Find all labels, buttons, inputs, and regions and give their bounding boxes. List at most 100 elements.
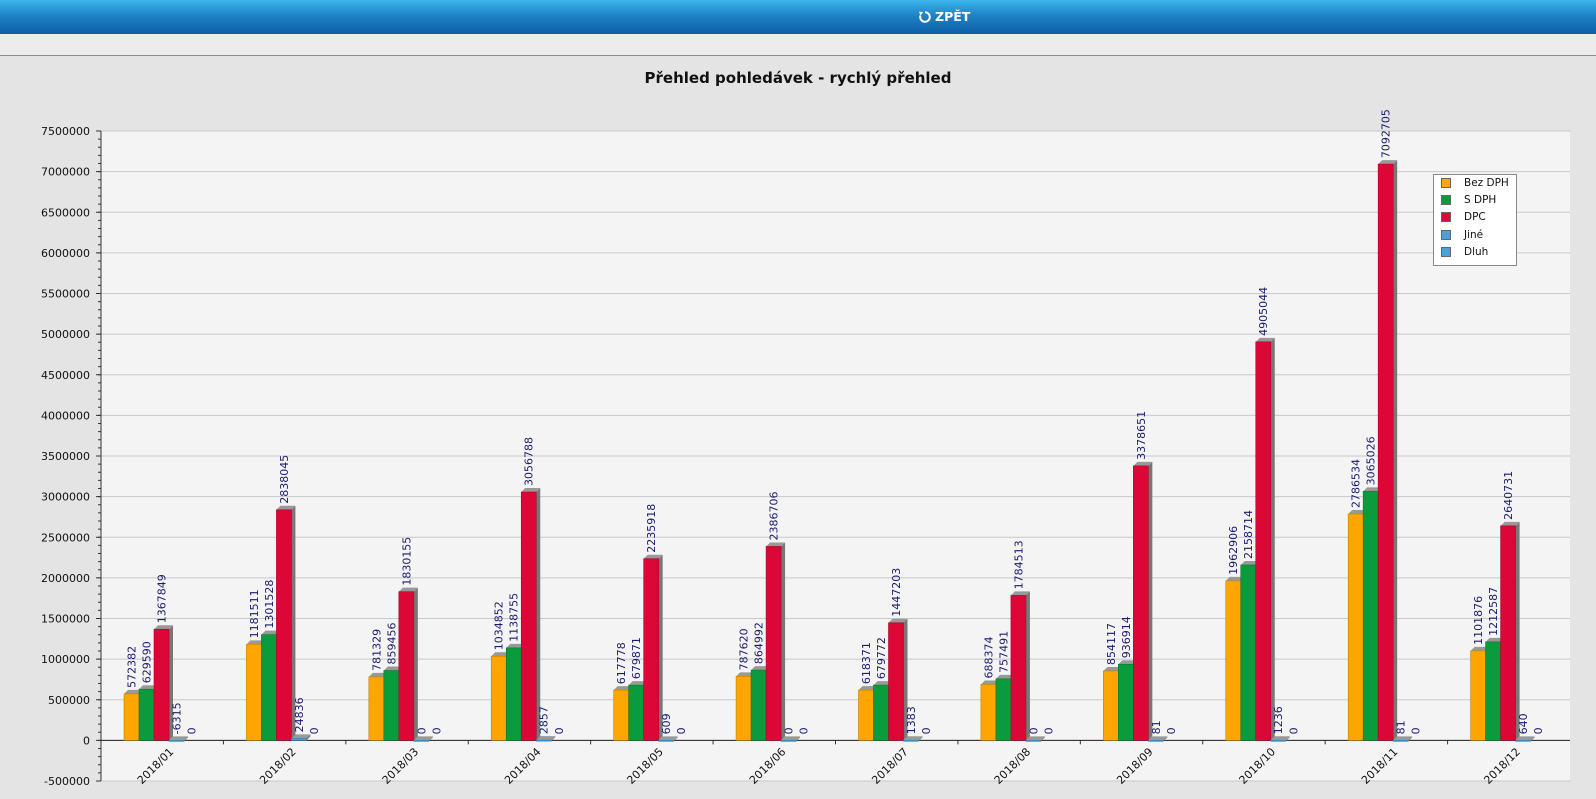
bar-top <box>1118 660 1138 665</box>
data-label: 640 <box>1517 713 1530 734</box>
data-label: 1034852 <box>493 601 506 650</box>
legend-label: Bez DPH <box>1464 177 1509 189</box>
toolbar-strip <box>0 34 1596 56</box>
data-label: 0 <box>783 727 796 734</box>
data-label: 1367849 <box>156 574 169 623</box>
bar-side <box>673 736 678 742</box>
bar <box>490 655 507 741</box>
data-label: 1301528 <box>263 580 276 629</box>
bar-top <box>536 736 556 741</box>
bar-top <box>383 666 403 671</box>
bar-top <box>1348 509 1368 514</box>
bar-side <box>536 488 541 741</box>
bar <box>1377 163 1394 741</box>
data-label: 629590 <box>141 641 154 683</box>
bar-top <box>903 736 923 741</box>
legend-swatch-dluh <box>1441 247 1451 257</box>
bar-top <box>1103 666 1123 671</box>
data-label: 4905044 <box>1257 287 1270 336</box>
data-label: 679772 <box>875 637 888 679</box>
y-tick-label: 3500000 <box>41 450 90 463</box>
bar-side <box>796 736 801 742</box>
data-label: 1236 <box>1272 706 1285 734</box>
y-tick-label: 7000000 <box>41 166 90 179</box>
bar <box>1133 465 1149 741</box>
legend-item-bez-dph: Bez DPH <box>1441 177 1509 189</box>
bar-top <box>1133 461 1153 466</box>
data-label: 1383 <box>905 706 918 734</box>
bar-side <box>1163 736 1168 742</box>
bar <box>1103 670 1119 741</box>
data-label: 859456 <box>385 623 398 665</box>
bar-top <box>766 542 786 547</box>
bar-top <box>1500 521 1520 526</box>
bar-top <box>124 689 143 694</box>
data-label: 2386706 <box>768 491 781 540</box>
data-label: 0 <box>1532 727 1545 734</box>
chart-title: Přehled pohledávek - rychlý přehled <box>644 69 952 87</box>
legend-item-dpc: DPC <box>1441 211 1486 223</box>
data-label: 0 <box>675 727 688 734</box>
legend-label: DPC <box>1464 211 1486 223</box>
bar-top <box>980 680 1000 685</box>
bar-top <box>1378 160 1398 165</box>
data-label: 1138755 <box>508 593 521 642</box>
data-label: 679871 <box>630 637 643 679</box>
bar <box>1270 739 1287 742</box>
bar <box>291 738 307 741</box>
data-label: 864992 <box>753 622 766 664</box>
bar-top <box>751 666 771 671</box>
bar-top <box>1393 736 1413 741</box>
bar-side <box>413 587 418 741</box>
bar-side <box>903 618 908 741</box>
data-label: 0 <box>1410 727 1423 734</box>
bar <box>1010 595 1027 741</box>
data-label: 2158714 <box>1242 510 1255 559</box>
data-label: 1962906 <box>1227 526 1240 575</box>
bar-top <box>781 736 801 741</box>
bar <box>1240 564 1257 741</box>
bar-top <box>1515 736 1535 741</box>
bar-side <box>428 736 433 742</box>
back-button-label: ZPĚT <box>935 9 971 24</box>
bar-top <box>1025 736 1045 741</box>
y-tick-label: 2000000 <box>41 572 90 585</box>
data-label: 757491 <box>997 631 1010 673</box>
bar <box>1470 650 1486 741</box>
bar-top <box>291 734 311 739</box>
bar-top <box>873 681 893 686</box>
y-tick-label: 4500000 <box>41 369 90 382</box>
bar-top <box>643 554 663 559</box>
bar <box>858 689 874 741</box>
back-button[interactable]: ZPĚT <box>918 9 970 24</box>
bar <box>383 670 400 741</box>
bar-side <box>1393 160 1398 741</box>
bar <box>1255 341 1272 741</box>
data-label: 781329 <box>370 629 383 671</box>
bar-top <box>1010 591 1030 596</box>
bar-top <box>1470 646 1490 651</box>
bar <box>1362 491 1379 741</box>
bar-top <box>1225 576 1245 581</box>
y-tick-label: 4000000 <box>41 409 90 422</box>
bar <box>1347 513 1364 741</box>
bar-top <box>995 674 1015 679</box>
data-label: 3065026 <box>1365 436 1378 485</box>
data-label: 618371 <box>860 642 873 684</box>
data-label: 2838045 <box>278 455 291 504</box>
legend-item-s-dph: S DPH <box>1441 194 1496 206</box>
bar <box>1485 641 1501 741</box>
data-label: 617778 <box>615 642 628 684</box>
data-label: 787620 <box>738 628 751 670</box>
bar-side <box>1530 736 1535 742</box>
legend-label: S DPH <box>1464 194 1497 206</box>
data-label: 81 <box>1150 720 1163 734</box>
data-label: 2640731 <box>1502 471 1515 520</box>
data-label: 24836 <box>293 697 306 732</box>
data-label: 81 <box>1395 720 1408 734</box>
bar <box>1025 740 1042 742</box>
bar-top <box>413 736 433 741</box>
bar <box>138 688 155 741</box>
y-tick-label: 1500000 <box>41 613 90 626</box>
data-label: 0 <box>553 727 566 734</box>
